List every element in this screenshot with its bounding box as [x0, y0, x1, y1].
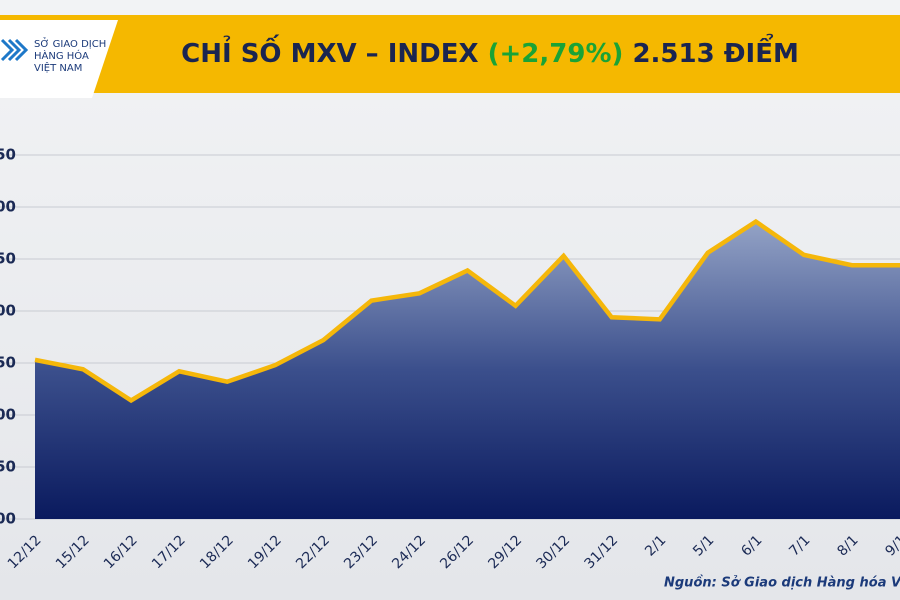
- logo-panel: [0, 20, 118, 98]
- y-tick-label: 2.400: [0, 406, 16, 424]
- logo-text: SỞ GIAO DỊCH: [34, 36, 106, 50]
- y-tick-label: 2.650: [0, 146, 16, 164]
- y-tick-label: 2.600: [0, 198, 16, 216]
- title-value: 2.513 ĐIỂM: [632, 32, 798, 69]
- line: [34, 218, 900, 404]
- title-text: CHỈ SỐ MXV – INDEX: [181, 33, 478, 69]
- y-tick-label: 2.300: [0, 510, 16, 528]
- chart-title: CHỈ SỐ MXV – INDEX (+2,79%) 2.513 ĐIỂM: [181, 32, 799, 69]
- logo-icon: [0, 38, 29, 62]
- logo-text: VIỆT NAM: [34, 61, 82, 74]
- title-change: (+2,79%): [488, 39, 624, 69]
- y-tick-label: 2.350: [0, 458, 16, 476]
- area: [35, 221, 900, 519]
- y-tick-label: 2.500: [0, 302, 16, 320]
- header-band: [0, 15, 900, 93]
- source: Nguồn: Sở Giao dịch Hàng hóa Việt Nam: [664, 576, 900, 591]
- logo-text: HÀNG HÓA: [34, 49, 89, 62]
- y-tick-label: 2.450: [0, 354, 16, 372]
- y-tick-label: 2.550: [0, 250, 16, 268]
